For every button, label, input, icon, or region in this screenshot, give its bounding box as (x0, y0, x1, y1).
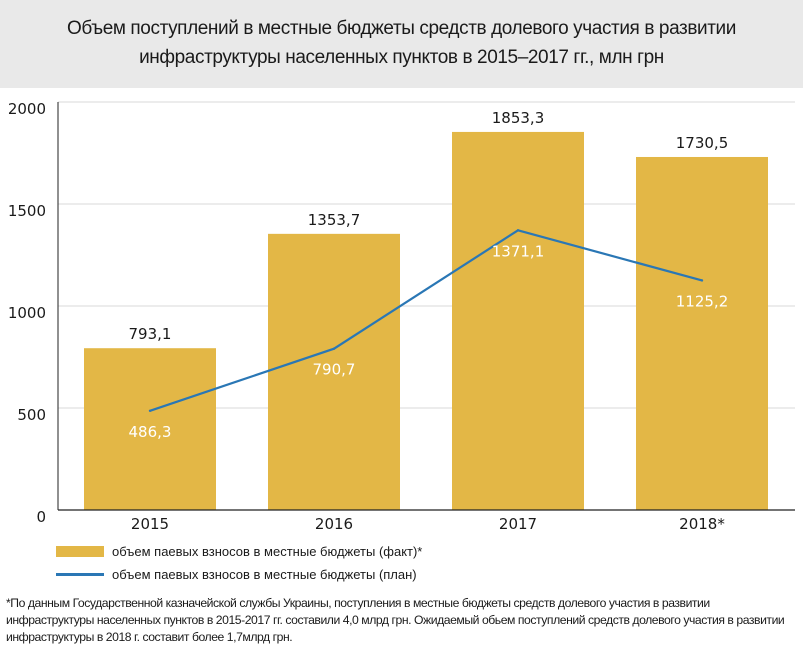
chart-title: Объем поступлений в местные бюджеты сред… (67, 18, 736, 68)
bar (84, 348, 216, 510)
x-tick-label: 2016 (315, 515, 353, 533)
legend-item-plan: объем паевых взносов в местные бюджеты (… (56, 567, 417, 582)
bar (452, 131, 584, 510)
x-tick-label: 2015 (131, 515, 169, 533)
bar (636, 156, 768, 510)
plan-line (149, 229, 703, 412)
y-tick-label: 1500 (8, 202, 46, 220)
x-tick-label: 2018* (679, 515, 725, 533)
plan-value-label: 1125,2 (676, 292, 729, 310)
bar-value-label: 1730,5 (676, 134, 729, 152)
y-tick-label: 0 (36, 508, 46, 526)
plan-point (332, 347, 336, 350)
bar-value-label: 793,1 (129, 325, 172, 343)
legend-label-fact: объем паевых взносов в местные бюджеты (… (112, 544, 423, 559)
legend-label-plan: объем паевых взносов в местные бюджеты (… (112, 567, 417, 582)
x-tick-label: 2017 (499, 515, 537, 533)
plan-point (516, 229, 520, 232)
legend-swatch-bar (56, 546, 104, 557)
legend-item-fact: объем паевых взносов в местные бюджеты (… (56, 544, 422, 559)
plan-value-label: 486,3 (129, 423, 172, 441)
bar-value-label: 1353,7 (308, 211, 361, 229)
y-tick-label: 1000 (8, 304, 46, 322)
bar (268, 233, 400, 510)
plan-value-label: 790,7 (313, 361, 356, 379)
plan-value-label: 1371,1 (492, 242, 545, 260)
bar-line-chart: 0 500 1000 1500 2000 793,1 2015 1353,7 2016 1853,… (8, 100, 795, 533)
title-band: Объем поступлений в местные бюджеты сред… (0, 0, 803, 88)
plan-point (700, 279, 704, 282)
plan-point (148, 409, 152, 412)
legend-swatch-line (56, 573, 104, 576)
bar-value-label: 1853,3 (492, 109, 545, 127)
y-tick-label: 2000 (8, 100, 46, 118)
y-tick-label: 500 (17, 406, 46, 424)
footnote: *По данным Государственной казначейской … (6, 596, 785, 644)
